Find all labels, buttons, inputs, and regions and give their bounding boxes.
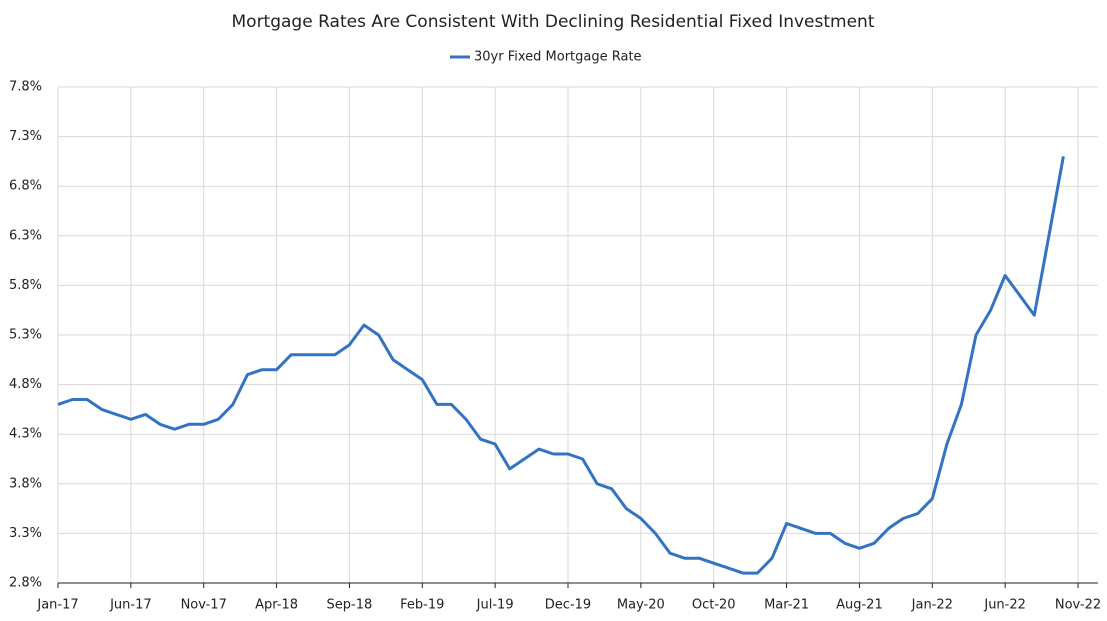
x-tick-label: Jun-17 [109, 598, 152, 613]
y-tick-label: 4.8% [9, 377, 42, 392]
x-tick-label: Aug-21 [836, 598, 883, 613]
x-tick-label: Nov-22 [1055, 598, 1101, 613]
x-tick-label: Feb-19 [400, 598, 444, 613]
y-tick-label: 2.8% [9, 576, 42, 591]
x-tick-label: Jan-17 [36, 598, 78, 613]
y-tick-label: 6.8% [9, 179, 42, 194]
chart-title: Mortgage Rates Are Consistent With Decli… [232, 12, 875, 32]
x-tick-label: Mar-21 [764, 598, 809, 613]
x-tick-label: Dec-19 [545, 598, 591, 613]
y-tick-label: 3.8% [9, 476, 42, 491]
y-tick-label: 4.3% [9, 427, 42, 442]
x-tick-label: May-20 [617, 598, 665, 613]
y-tick-label: 6.3% [9, 228, 42, 243]
x-tick-label: Sep-18 [327, 598, 373, 613]
y-tick-label: 7.8% [9, 80, 42, 95]
y-tick-label: 5.3% [9, 328, 42, 343]
x-tick-label: Jun-22 [983, 598, 1026, 613]
legend-label: 30yr Fixed Mortgage Rate [474, 50, 642, 65]
y-tick-label: 5.8% [9, 278, 42, 293]
y-tick-label: 7.3% [9, 129, 42, 144]
x-tick-label: Nov-17 [181, 598, 227, 613]
x-tick-label: Jan-22 [911, 598, 953, 613]
x-tick-label: Apr-18 [255, 598, 298, 613]
line-series [57, 156, 1065, 575]
x-tick-label: Jul-19 [476, 598, 514, 613]
x-tick-label: Oct-20 [692, 598, 736, 613]
y-tick-label: 3.3% [9, 526, 42, 541]
